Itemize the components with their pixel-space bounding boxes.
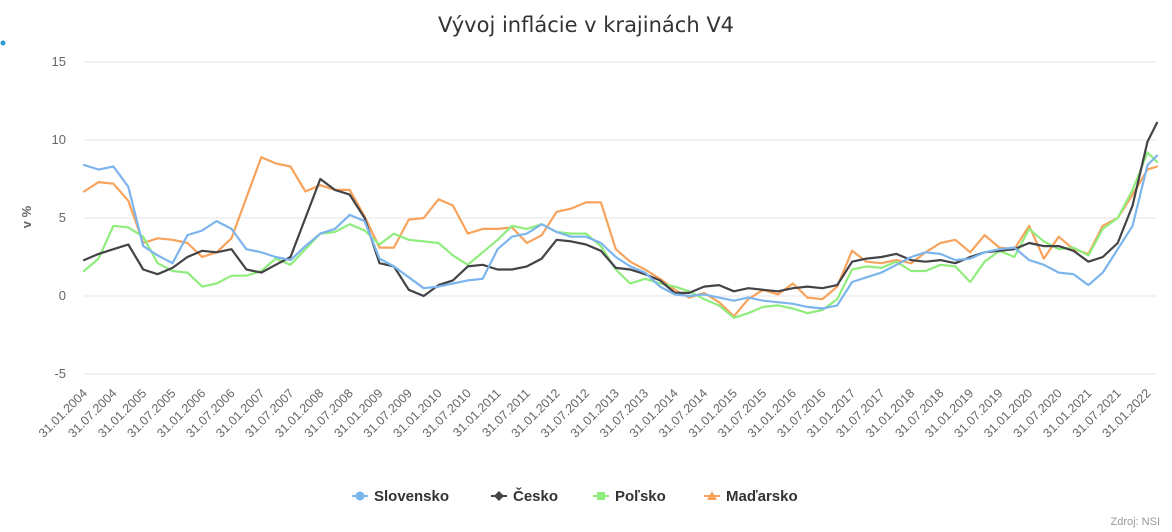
y-axis-title: v % (19, 205, 34, 228)
y-axis: -5 0 5 10 15 (52, 54, 66, 381)
grid (84, 61, 1157, 375)
legend-label: Slovensko (374, 488, 449, 505)
series-line-0 (82, 154, 1159, 310)
credit: Zdroj: NSI (1110, 516, 1160, 528)
series-line-3 (82, 156, 1159, 318)
x-axis: 31.01.200431.07.200431.01.200531.07.2005… (36, 386, 1154, 440)
y-tick-label: 0 (59, 288, 66, 303)
legend-label: Česko (513, 487, 558, 505)
chart-title: Vývoj inflácie v krajinách V4 (438, 13, 734, 37)
series-line-2 (82, 151, 1159, 319)
legend-label: Poľsko (615, 488, 666, 505)
legend-item-3[interactable]: Maďarsko (704, 488, 798, 505)
series-line-1 (82, 121, 1159, 298)
legend-label: Maďarsko (726, 488, 798, 505)
legend-item-2[interactable]: Poľsko (593, 488, 666, 505)
legend-marker-square (597, 492, 605, 500)
y-tick-label: 15 (52, 54, 66, 69)
corner-dot (0, 40, 6, 46)
y-tick-label: -5 (54, 366, 66, 381)
legend-item-1[interactable]: Česko (491, 487, 558, 505)
y-tick-label: 10 (52, 132, 66, 147)
legend: Slovensko Česko Poľsko Maďarsko (352, 487, 798, 505)
series-area (82, 121, 1159, 319)
legend-marker-circle (355, 491, 365, 501)
y-tick-label: 5 (59, 210, 66, 225)
legend-marker-triangle (707, 491, 717, 500)
legend-item-0[interactable]: Slovensko (352, 488, 449, 505)
legend-marker-diamond (494, 491, 504, 501)
